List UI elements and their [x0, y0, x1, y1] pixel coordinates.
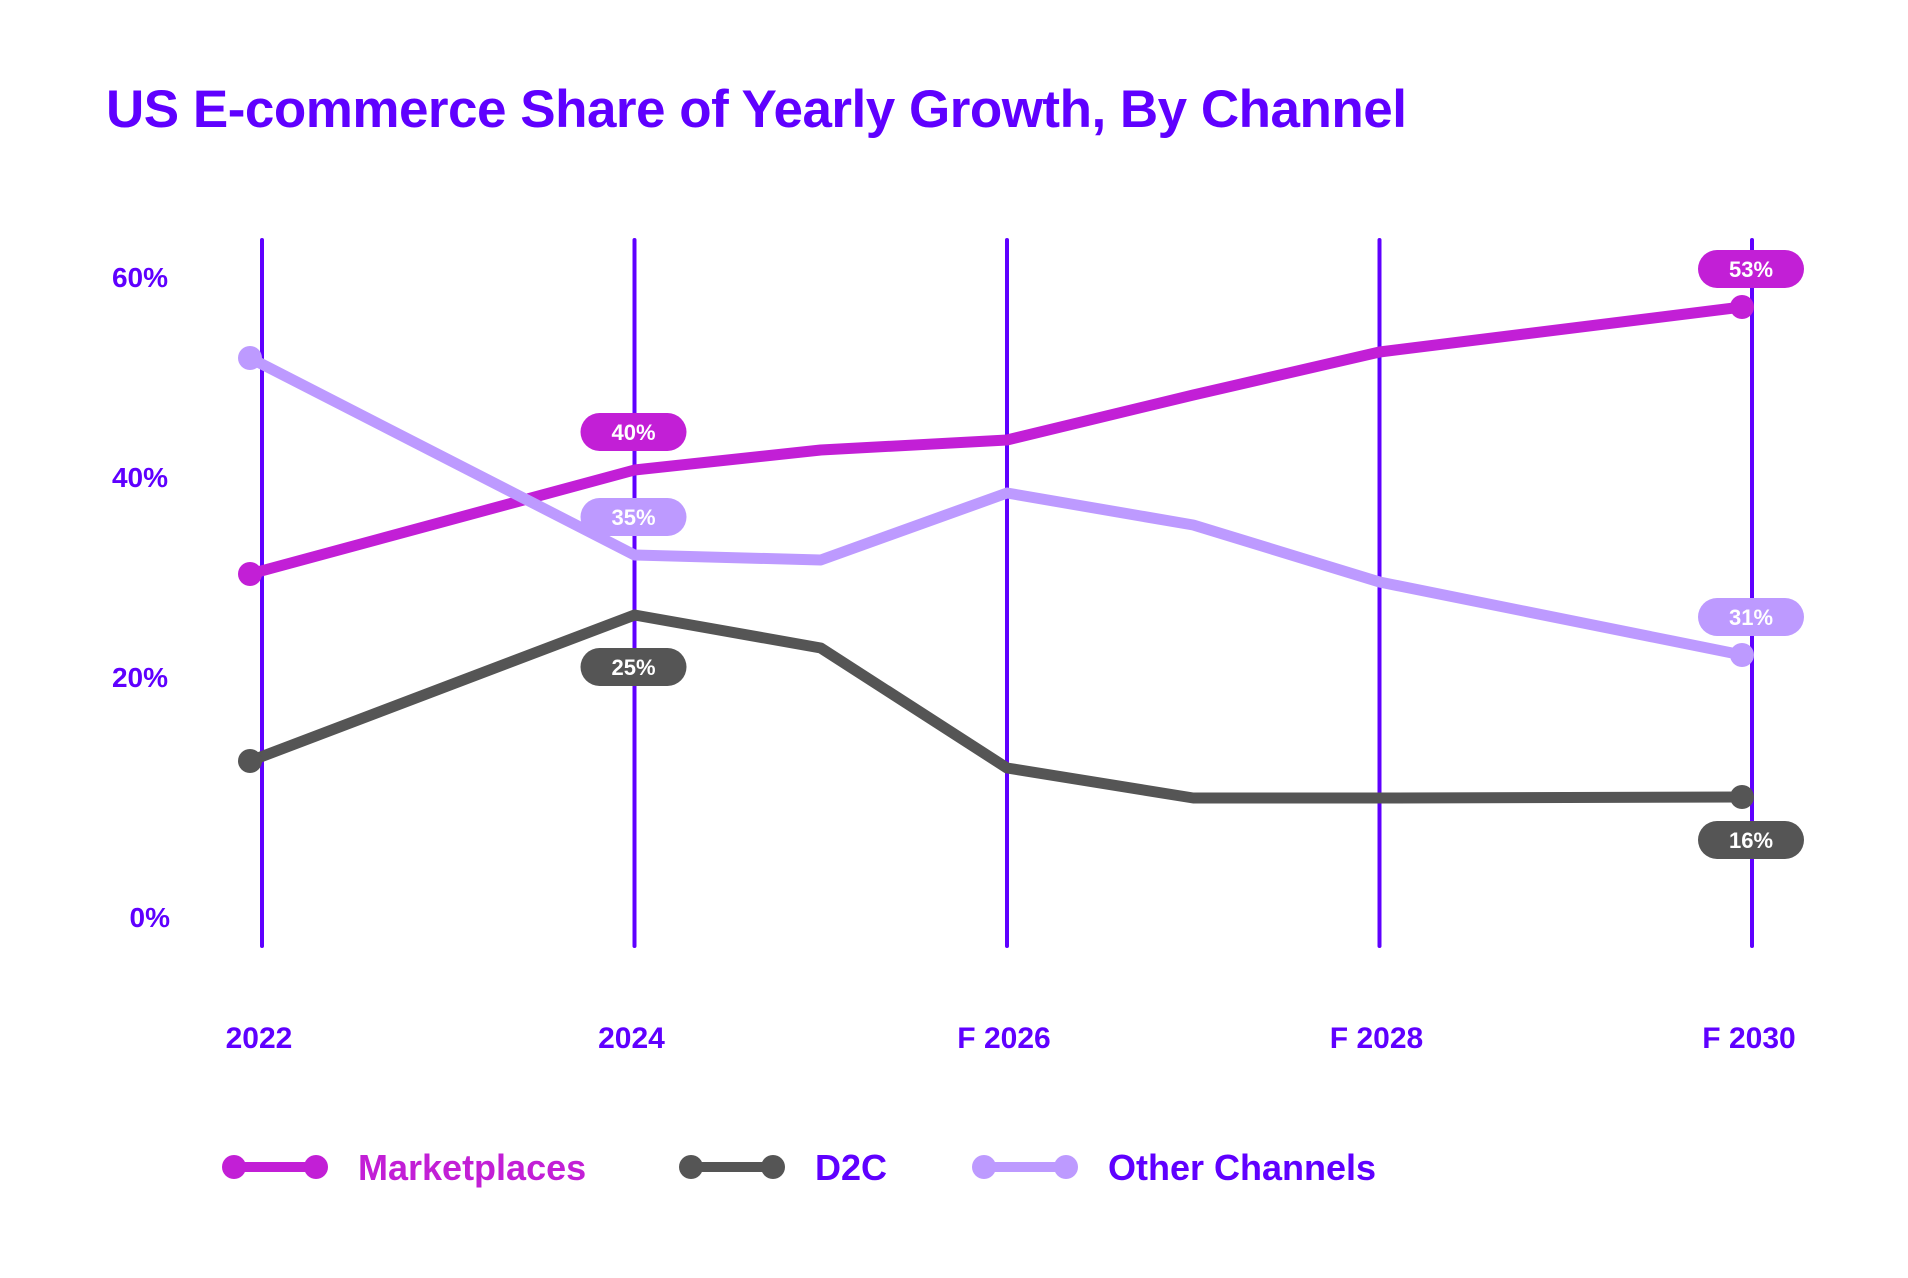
annotations-layer: 40% 53% 25% 16% 35% 31%	[580, 250, 1804, 859]
legend-label-marketplaces: Marketplaces	[358, 1147, 586, 1188]
data-label-other: 31%	[1698, 598, 1804, 636]
legend-item-marketplaces[interactable]: Marketplaces	[222, 1147, 586, 1188]
y-axis-ticks: 60% 40% 20% 0%	[112, 262, 170, 933]
data-label-text: 40%	[611, 420, 655, 445]
data-label-marketplaces: 53%	[1698, 250, 1804, 288]
series-point-marketplaces-start	[238, 562, 262, 586]
y-tick-label: 0%	[130, 902, 171, 933]
data-label-other: 35%	[580, 498, 687, 536]
series-point-other-end	[1730, 643, 1754, 667]
legend: Marketplaces D2C Other Channels	[222, 1147, 1376, 1188]
data-label-pill	[580, 498, 687, 536]
data-label-pill	[1698, 598, 1804, 636]
data-label-text: 35%	[611, 505, 655, 530]
data-label-pill	[1698, 821, 1804, 859]
legend-item-other[interactable]: Other Channels	[972, 1147, 1376, 1188]
data-label-d2c: 16%	[1698, 821, 1804, 859]
legend-swatch-dot	[222, 1155, 246, 1179]
data-label-pill	[580, 413, 687, 451]
series-point-d2c-end	[1730, 785, 1754, 809]
data-label-text: 25%	[611, 655, 655, 680]
data-label-pill	[580, 648, 687, 686]
legend-swatch-dot	[972, 1155, 996, 1179]
data-label-text: 31%	[1729, 605, 1773, 630]
legend-item-d2c[interactable]: D2C	[679, 1147, 887, 1188]
series-point-other-start	[238, 346, 262, 370]
y-tick-label: 20%	[112, 662, 168, 693]
x-axis-ticks: 2022 2024 F 2026 F 2028 F 2030	[226, 1022, 1796, 1055]
legend-label-d2c: D2C	[815, 1147, 887, 1188]
y-tick-label: 60%	[112, 262, 168, 293]
series-line-d2c	[248, 609, 1743, 804]
series-point-d2c-start	[238, 749, 262, 773]
legend-swatch-dot	[761, 1155, 785, 1179]
series-point-marketplaces-end	[1730, 295, 1754, 319]
x-tick-label: F 2026	[957, 1022, 1050, 1055]
gridlines	[260, 238, 1754, 948]
x-tick-label: 2022	[226, 1022, 293, 1055]
chart-title: US E-commerce Share of Yearly Growth, By…	[106, 80, 1406, 139]
x-tick-label: F 2028	[1330, 1022, 1423, 1055]
data-label-d2c: 25%	[580, 648, 687, 686]
legend-swatch-dot	[1054, 1155, 1078, 1179]
legend-swatch-dot	[304, 1155, 328, 1179]
data-label-text: 16%	[1729, 828, 1773, 853]
y-tick-label: 40%	[112, 462, 168, 493]
x-tick-label: F 2030	[1702, 1022, 1795, 1055]
data-label-pill	[1698, 250, 1804, 288]
series-line-other	[247, 353, 1744, 661]
data-label-marketplaces: 40%	[580, 413, 687, 451]
legend-label-other: Other Channels	[1108, 1147, 1376, 1188]
data-label-text: 53%	[1729, 257, 1773, 282]
x-tick-label: 2024	[598, 1022, 665, 1055]
series-line-marketplaces	[248, 301, 1743, 580]
legend-swatch-dot	[679, 1155, 703, 1179]
series-layer	[238, 295, 1754, 809]
